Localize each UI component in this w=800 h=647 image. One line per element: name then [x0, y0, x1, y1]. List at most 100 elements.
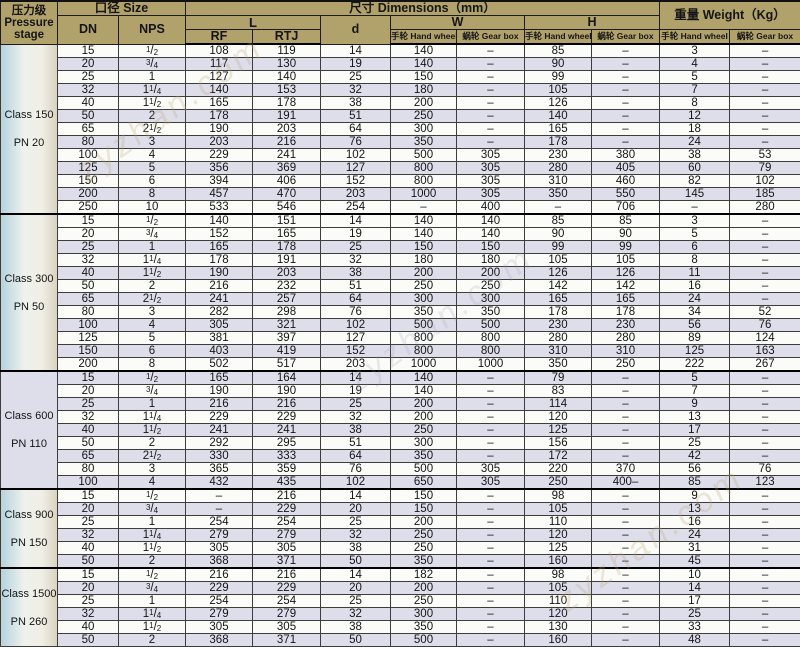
cell-weight-hand-wheel: 7 [659, 83, 731, 97]
cell-l-rf: 254 [185, 515, 253, 529]
table-row: 25 1 254 254 25 250–110–17– [1, 594, 800, 608]
cell-l-rf: – [185, 488, 253, 503]
cell-l-rf: 365 [185, 462, 253, 476]
cell-h-hand-wheel: 310 [524, 174, 592, 188]
cell-w-hand-wheel: 350 [390, 305, 457, 319]
cell-dn: 50 [57, 109, 119, 123]
cell-h-hand-wheel: 126 [524, 96, 592, 110]
cell-weight-gear-box: – [729, 528, 800, 542]
pressure-stage-cell: Class 150 PN 20 [0, 43, 58, 215]
cell-l-rtj: 190 [252, 384, 321, 398]
header-w-hand-wheel: 手轮 Hand wheel [390, 29, 457, 45]
cell-w-gear-box: – [456, 594, 525, 608]
cell-weight-hand-wheel: 82 [659, 174, 731, 188]
cell-w-gear-box: – [456, 633, 525, 647]
cell-l-rtj: 371 [252, 633, 321, 647]
cell-l-rf: 279 [185, 528, 253, 542]
cell-weight-hand-wheel: 5 [659, 227, 731, 241]
cell-weight-hand-wheel: – [659, 200, 731, 215]
cell-w-gear-box: – [456, 70, 525, 84]
cell-dn: 32 [57, 528, 119, 542]
cell-weight-hand-wheel: 11 [659, 266, 731, 280]
cell-w-hand-wheel: 140 [390, 384, 457, 398]
cell-dn: 32 [57, 83, 119, 97]
cell-weight-hand-wheel: 17 [659, 423, 731, 437]
cell-l-rtj: 119 [252, 43, 321, 58]
cell-w-gear-box: 140 [456, 227, 525, 241]
cell-d: 25 [320, 594, 391, 608]
cell-w-gear-box: 140 [456, 213, 525, 228]
cell-weight-gear-box: – [729, 213, 800, 228]
cell-nps: 1 [118, 240, 186, 254]
cell-nps: 6 [118, 344, 186, 358]
cell-h-gear-box: 400– [590, 475, 661, 490]
table-row: 25 1 216 216 25 200–114–9– [1, 397, 800, 411]
cell-w-gear-box: – [456, 449, 525, 463]
cell-w-hand-wheel: 250 [390, 594, 457, 608]
cell-w-gear-box: – [456, 488, 525, 503]
cell-weight-gear-box: – [729, 541, 800, 555]
cell-weight-gear-box: – [729, 240, 800, 254]
cell-w-hand-wheel: 300 [390, 436, 457, 450]
cell-dn: 50 [57, 633, 119, 647]
cell-nps: 21/2 [118, 122, 186, 136]
cell-h-hand-wheel: 280 [524, 331, 592, 345]
cell-dn: 65 [57, 449, 119, 463]
cell-weight-gear-box: 267 [729, 357, 800, 372]
cell-d: 32 [320, 253, 391, 267]
table-row: 32 11/4 279 279 32 250–120–24– [1, 528, 800, 542]
cell-weight-gear-box: 163 [729, 344, 800, 358]
cell-w-gear-box: – [456, 423, 525, 437]
cell-weight-gear-box: – [729, 488, 800, 503]
cell-dn: 80 [57, 305, 119, 319]
cell-weight-hand-wheel: 56 [659, 462, 731, 476]
cell-weight-hand-wheel: 3 [659, 213, 731, 228]
cell-w-gear-box: 500 [456, 318, 525, 332]
cell-w-gear-box: – [456, 370, 525, 385]
cell-h-gear-box: 142 [590, 279, 661, 293]
cell-weight-gear-box: 102 [729, 174, 800, 188]
cell-l-rtj: 164 [252, 370, 321, 385]
cell-weight-hand-wheel: 34 [659, 305, 731, 319]
class-label: Class 1500 [1, 587, 57, 600]
cell-h-gear-box: – [590, 436, 661, 450]
cell-weight-gear-box: – [729, 253, 800, 267]
cell-l-rf: 216 [185, 567, 253, 582]
cell-h-hand-wheel: 250 [524, 475, 592, 490]
cell-h-hand-wheel: 165 [524, 122, 592, 136]
cell-h-gear-box: 85 [590, 213, 661, 228]
cell-weight-hand-wheel: 125 [659, 344, 731, 358]
table-row: 100 4 229 241 102 500 305 230 380 38 53 [1, 148, 800, 162]
cell-l-rtj: 191 [252, 109, 321, 123]
cell-h-gear-box: – [590, 554, 661, 569]
table-row: 250 10 533 546 254–400–706–280 [1, 200, 800, 215]
cell-d: 25 [320, 397, 391, 411]
cell-nps: 3 [118, 462, 186, 476]
cell-nps: 5 [118, 331, 186, 345]
cell-h-hand-wheel: 172 [524, 449, 592, 463]
cell-h-hand-wheel: 178 [524, 305, 592, 319]
cell-w-hand-wheel: 200 [390, 410, 457, 424]
cell-h-hand-wheel: 114 [524, 397, 592, 411]
cell-h-hand-wheel: 160 [524, 554, 592, 569]
cell-w-gear-box: – [456, 410, 525, 424]
cell-nps: 11/4 [118, 83, 186, 97]
cell-h-hand-wheel: 130 [524, 620, 592, 634]
cell-weight-gear-box: – [729, 227, 800, 241]
cell-w-gear-box: – [456, 397, 525, 411]
cell-h-gear-box: 99 [590, 240, 661, 254]
cell-l-rf: 165 [185, 96, 253, 110]
cell-w-gear-box: – [456, 436, 525, 450]
header-weight-gear-box: 蜗轮 Gear box [729, 29, 800, 45]
cell-l-rf: 216 [185, 279, 253, 293]
cell-w-gear-box: – [456, 541, 525, 555]
cell-h-hand-wheel: 125 [524, 423, 592, 437]
cell-weight-hand-wheel: 16 [659, 279, 731, 293]
cell-nps: 11/4 [118, 253, 186, 267]
cell-weight-hand-wheel: 45 [659, 554, 731, 569]
cell-weight-gear-box: 76 [729, 462, 800, 476]
cell-weight-gear-box: 123 [729, 475, 800, 490]
cell-w-hand-wheel: 250 [390, 528, 457, 542]
cell-l-rf: 190 [185, 384, 253, 398]
cell-h-hand-wheel: 140 [524, 109, 592, 123]
